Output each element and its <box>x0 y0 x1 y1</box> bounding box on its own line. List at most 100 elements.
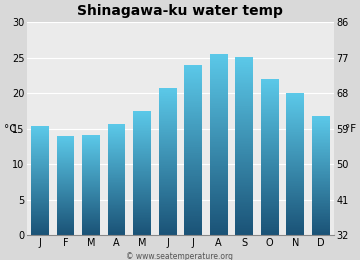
Bar <box>235 64 253 66</box>
Bar <box>108 211 126 212</box>
Bar <box>57 211 75 212</box>
Bar <box>312 124 330 125</box>
Bar <box>210 175 228 176</box>
Bar <box>210 226 228 227</box>
Bar <box>108 205 126 206</box>
Bar <box>312 125 330 126</box>
Bar <box>261 203 279 204</box>
Bar <box>82 139 100 140</box>
Bar <box>235 73 253 74</box>
Bar <box>312 187 330 188</box>
Bar <box>235 130 253 131</box>
Bar <box>235 147 253 148</box>
Bar <box>82 213 100 214</box>
Bar <box>108 140 126 141</box>
Bar <box>312 163 330 164</box>
Bar <box>184 74 202 75</box>
Bar <box>261 205 279 206</box>
Bar <box>159 113 176 114</box>
Bar <box>312 156 330 157</box>
Bar <box>286 166 304 167</box>
Bar <box>261 143 279 144</box>
Bar <box>82 161 100 162</box>
Bar <box>210 149 228 150</box>
Bar <box>133 168 151 169</box>
Bar <box>210 144 228 145</box>
Bar <box>286 125 304 126</box>
Bar <box>82 222 100 223</box>
Bar <box>210 234 228 235</box>
Bar <box>312 210 330 211</box>
Bar <box>210 79 228 80</box>
Bar <box>31 134 49 135</box>
Bar <box>261 154 279 155</box>
Bar <box>235 162 253 163</box>
Bar <box>108 217 126 218</box>
Bar <box>82 196 100 197</box>
Bar <box>210 83 228 84</box>
Bar <box>235 126 253 127</box>
Bar <box>133 164 151 165</box>
Bar <box>184 185 202 186</box>
Bar <box>210 231 228 232</box>
Bar <box>312 147 330 148</box>
Bar <box>184 186 202 187</box>
Bar <box>286 97 304 98</box>
Bar <box>133 136 151 137</box>
Bar <box>286 140 304 141</box>
Bar <box>210 186 228 187</box>
Bar <box>286 96 304 97</box>
Bar <box>108 124 126 125</box>
Bar <box>261 84 279 85</box>
Bar <box>82 207 100 208</box>
Bar <box>312 226 330 227</box>
Bar <box>210 85 228 86</box>
Bar <box>184 158 202 159</box>
Bar <box>159 171 176 172</box>
Bar <box>261 183 279 184</box>
Y-axis label: °C: °C <box>4 124 17 134</box>
Bar <box>235 74 253 75</box>
Bar <box>82 176 100 177</box>
Bar <box>210 55 228 56</box>
Bar <box>210 230 228 231</box>
Bar <box>261 165 279 166</box>
Bar <box>286 190 304 191</box>
Bar <box>261 141 279 142</box>
Bar <box>133 180 151 181</box>
Bar <box>184 146 202 147</box>
Bar <box>108 199 126 200</box>
Bar <box>159 107 176 108</box>
Bar <box>31 139 49 140</box>
Bar <box>286 142 304 143</box>
Bar <box>184 119 202 120</box>
Bar <box>133 134 151 135</box>
Bar <box>159 211 176 212</box>
Bar <box>210 147 228 148</box>
Bar <box>235 198 253 199</box>
Bar <box>82 145 100 146</box>
Bar <box>312 139 330 140</box>
Bar <box>57 171 75 172</box>
Bar <box>159 209 176 210</box>
Bar <box>286 130 304 131</box>
Bar <box>235 218 253 219</box>
Bar <box>261 151 279 152</box>
Bar <box>235 108 253 109</box>
Bar <box>286 186 304 187</box>
Bar <box>286 102 304 103</box>
Bar <box>261 176 279 177</box>
Bar <box>31 192 49 193</box>
Bar <box>210 156 228 157</box>
Bar <box>31 234 49 235</box>
Bar <box>31 184 49 185</box>
Bar <box>184 94 202 95</box>
Bar <box>235 68 253 69</box>
Bar <box>235 206 253 207</box>
Bar <box>235 96 253 97</box>
Bar <box>261 201 279 202</box>
Bar <box>286 124 304 125</box>
Bar <box>235 199 253 200</box>
Bar <box>133 186 151 187</box>
Bar <box>312 230 330 231</box>
